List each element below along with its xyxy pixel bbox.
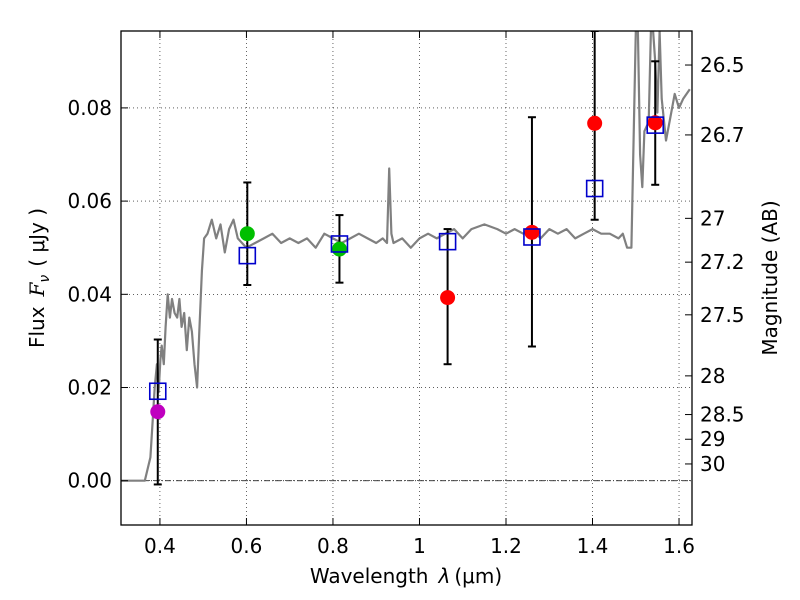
x-tick-label-4: 1.2 <box>490 534 522 558</box>
x-tick-label-3: 1 <box>413 534 426 558</box>
y2-tick-label-0: 26.5 <box>700 53 745 77</box>
observed-point-2 <box>331 241 347 257</box>
x-tick-label-6: 1.6 <box>663 534 695 558</box>
observed-point-1 <box>239 226 255 242</box>
model-point-6 <box>646 116 665 134</box>
y-axis-ticks: 0.00 0.02 0.04 0.06 0.08 <box>67 96 128 493</box>
y2-tick-label-4: 27.5 <box>700 303 745 327</box>
y2-tick-label-6: 28.5 <box>700 403 745 427</box>
y-tick-label-1: 0.02 <box>67 376 112 400</box>
y-tick-label-3: 0.06 <box>67 189 112 213</box>
observed-point-6 <box>647 115 663 131</box>
model-point-0 <box>148 382 167 401</box>
x-tick-label-5: 1.4 <box>577 534 609 558</box>
y-tick-label-4: 0.08 <box>67 96 112 120</box>
observed-points <box>150 115 663 420</box>
x-axis-ticks: 0.4 0.6 0.8 1 1.2 1.4 1.6 <box>144 31 695 558</box>
y2-tick-label-1: 26.7 <box>700 123 745 147</box>
observed-point-0 <box>150 404 166 420</box>
model-points <box>148 116 665 401</box>
observed-point-3 <box>440 290 456 306</box>
x-tick-label-2: 0.8 <box>317 534 349 558</box>
model-point-2 <box>330 235 349 253</box>
model-spectrum-line <box>121 31 691 482</box>
y2-tick-label-5: 28 <box>700 364 725 388</box>
y2-axis-label: Magnitude (AB) <box>758 200 782 355</box>
x-tick-label-0: 0.4 <box>144 534 176 558</box>
y2-tick-label-3: 27.2 <box>700 250 745 274</box>
plot-area <box>121 31 691 486</box>
model-point-3 <box>438 232 457 251</box>
plot-frame <box>120 30 693 526</box>
y-tick-label-0: 0.00 <box>67 469 112 493</box>
y-tick-label-2: 0.04 <box>67 282 112 306</box>
observed-point-4 <box>524 224 540 240</box>
x-axis-label: Wavelength λ (μm) <box>310 564 502 588</box>
y-axis-label: FluxFν( μJy ) <box>25 208 53 348</box>
x-tick-label-1: 0.6 <box>231 534 263 558</box>
model-point-4 <box>523 228 541 246</box>
y2-tick-label-2: 27 <box>700 206 725 230</box>
model-point-5 <box>585 179 604 198</box>
observed-point-5 <box>587 115 603 131</box>
y2-tick-label-8: 30 <box>700 452 725 476</box>
model-point-1 <box>238 246 257 265</box>
y2-tick-label-7: 29 <box>700 427 725 451</box>
